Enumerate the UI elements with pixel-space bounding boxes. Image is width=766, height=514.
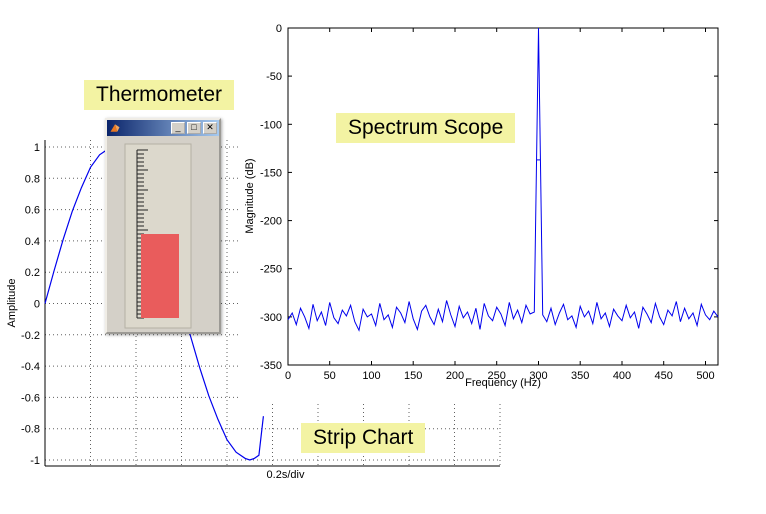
- strip-y-tick-label: -0.8: [21, 424, 40, 436]
- spectrum-x-tick-label: 0: [285, 370, 291, 382]
- strip-y-tick-label: 0: [34, 299, 40, 311]
- spectrum-x-tick-label: 200: [446, 370, 464, 382]
- spectrum-y-tick-label: -250: [260, 264, 282, 276]
- strip-chart-ylabel: Amplitude: [6, 278, 18, 328]
- mercury-bar: [141, 234, 179, 318]
- spectrum-x-tick-label: 500: [696, 370, 714, 382]
- spectrum-y-tick-label: -50: [266, 71, 282, 83]
- spectrum-plot: 0 50 100 150 200 250 300 350 400 450 500 0 -50 -100 -1…: [260, 23, 719, 382]
- spectrum-x-tick-label: 250: [488, 370, 506, 382]
- close-button[interactable]: ✕: [203, 122, 217, 134]
- strip-chart-callout: Strip Chart: [301, 423, 426, 453]
- spectrum-x-tick-label: 400: [613, 370, 631, 382]
- spectrum-y-tick-label: -200: [260, 216, 282, 228]
- strip-y-tick-label: -0.2: [21, 330, 40, 342]
- spectrum-figure: 0 50 100 150 200 250 300 350 400 450 500 0 -50 -100 -1…: [238, 0, 766, 402]
- strip-y-tick-label: 1: [34, 142, 40, 154]
- strip-y-tick-label: -1: [30, 455, 40, 467]
- strip-y-tick-label: -0.6: [21, 392, 40, 404]
- thermometer-callout: Thermometer: [84, 80, 235, 110]
- spectrum-x-tick-label: 100: [362, 370, 380, 382]
- spectrum-x-tick-label: 150: [404, 370, 422, 382]
- strip-y-tick-label: 0.8: [25, 173, 40, 185]
- spectrum-y-tick-label: 0: [276, 23, 282, 35]
- spectrum-axes-box: [287, 27, 719, 366]
- spectrum-trace: [287, 27, 719, 332]
- strip-y-tick-label: 0.6: [25, 205, 40, 217]
- spectrum-xlabel: Frequency (Hz): [465, 377, 541, 389]
- thermometer-titlebar[interactable]: _ □ ✕: [107, 120, 219, 136]
- strip-y-tick-label: 0.4: [25, 236, 40, 248]
- spectrum-scope-callout: Spectrum Scope: [336, 113, 516, 143]
- spectrum-ylabel: Magnitude (dB): [244, 158, 256, 234]
- spectrum-y-tick-label: -100: [260, 119, 282, 131]
- spectrum-x-tick-label: 50: [324, 370, 336, 382]
- thermometer-gauge: [107, 136, 219, 332]
- spectrum-y-tick-label: -300: [260, 312, 282, 324]
- thermometer-window: _ □ ✕: [105, 118, 221, 334]
- spectrum-x-tick-label: 450: [655, 370, 673, 382]
- matlab-icon: [110, 124, 120, 132]
- thermometer-scale: [124, 143, 192, 329]
- spectrum-y-tick-label: -350: [260, 360, 282, 372]
- minimize-button[interactable]: _: [171, 122, 185, 134]
- spectrum-x-tick-label: 350: [571, 370, 589, 382]
- spectrum-y-tick-label: -150: [260, 167, 282, 179]
- strip-y-tick-label: -0.4: [21, 361, 40, 373]
- strip-chart-xlabel: 0.2s/div: [266, 469, 305, 481]
- spectrum-x-tick-label: 300: [529, 370, 547, 382]
- strip-y-tick-label: 0.2: [25, 267, 40, 279]
- maximize-button[interactable]: □: [187, 122, 201, 134]
